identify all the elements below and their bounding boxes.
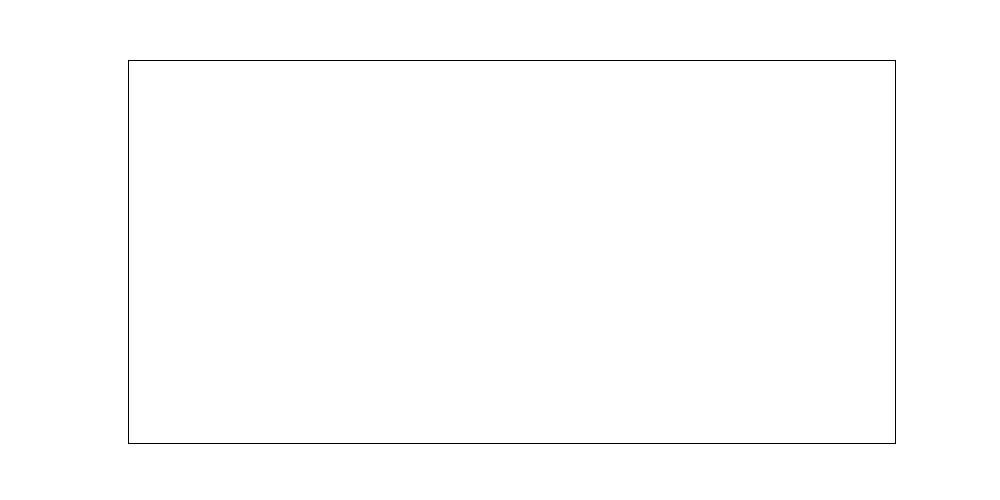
wordcloud-canvas [129, 61, 895, 443]
wordcloud-frame [128, 60, 896, 444]
